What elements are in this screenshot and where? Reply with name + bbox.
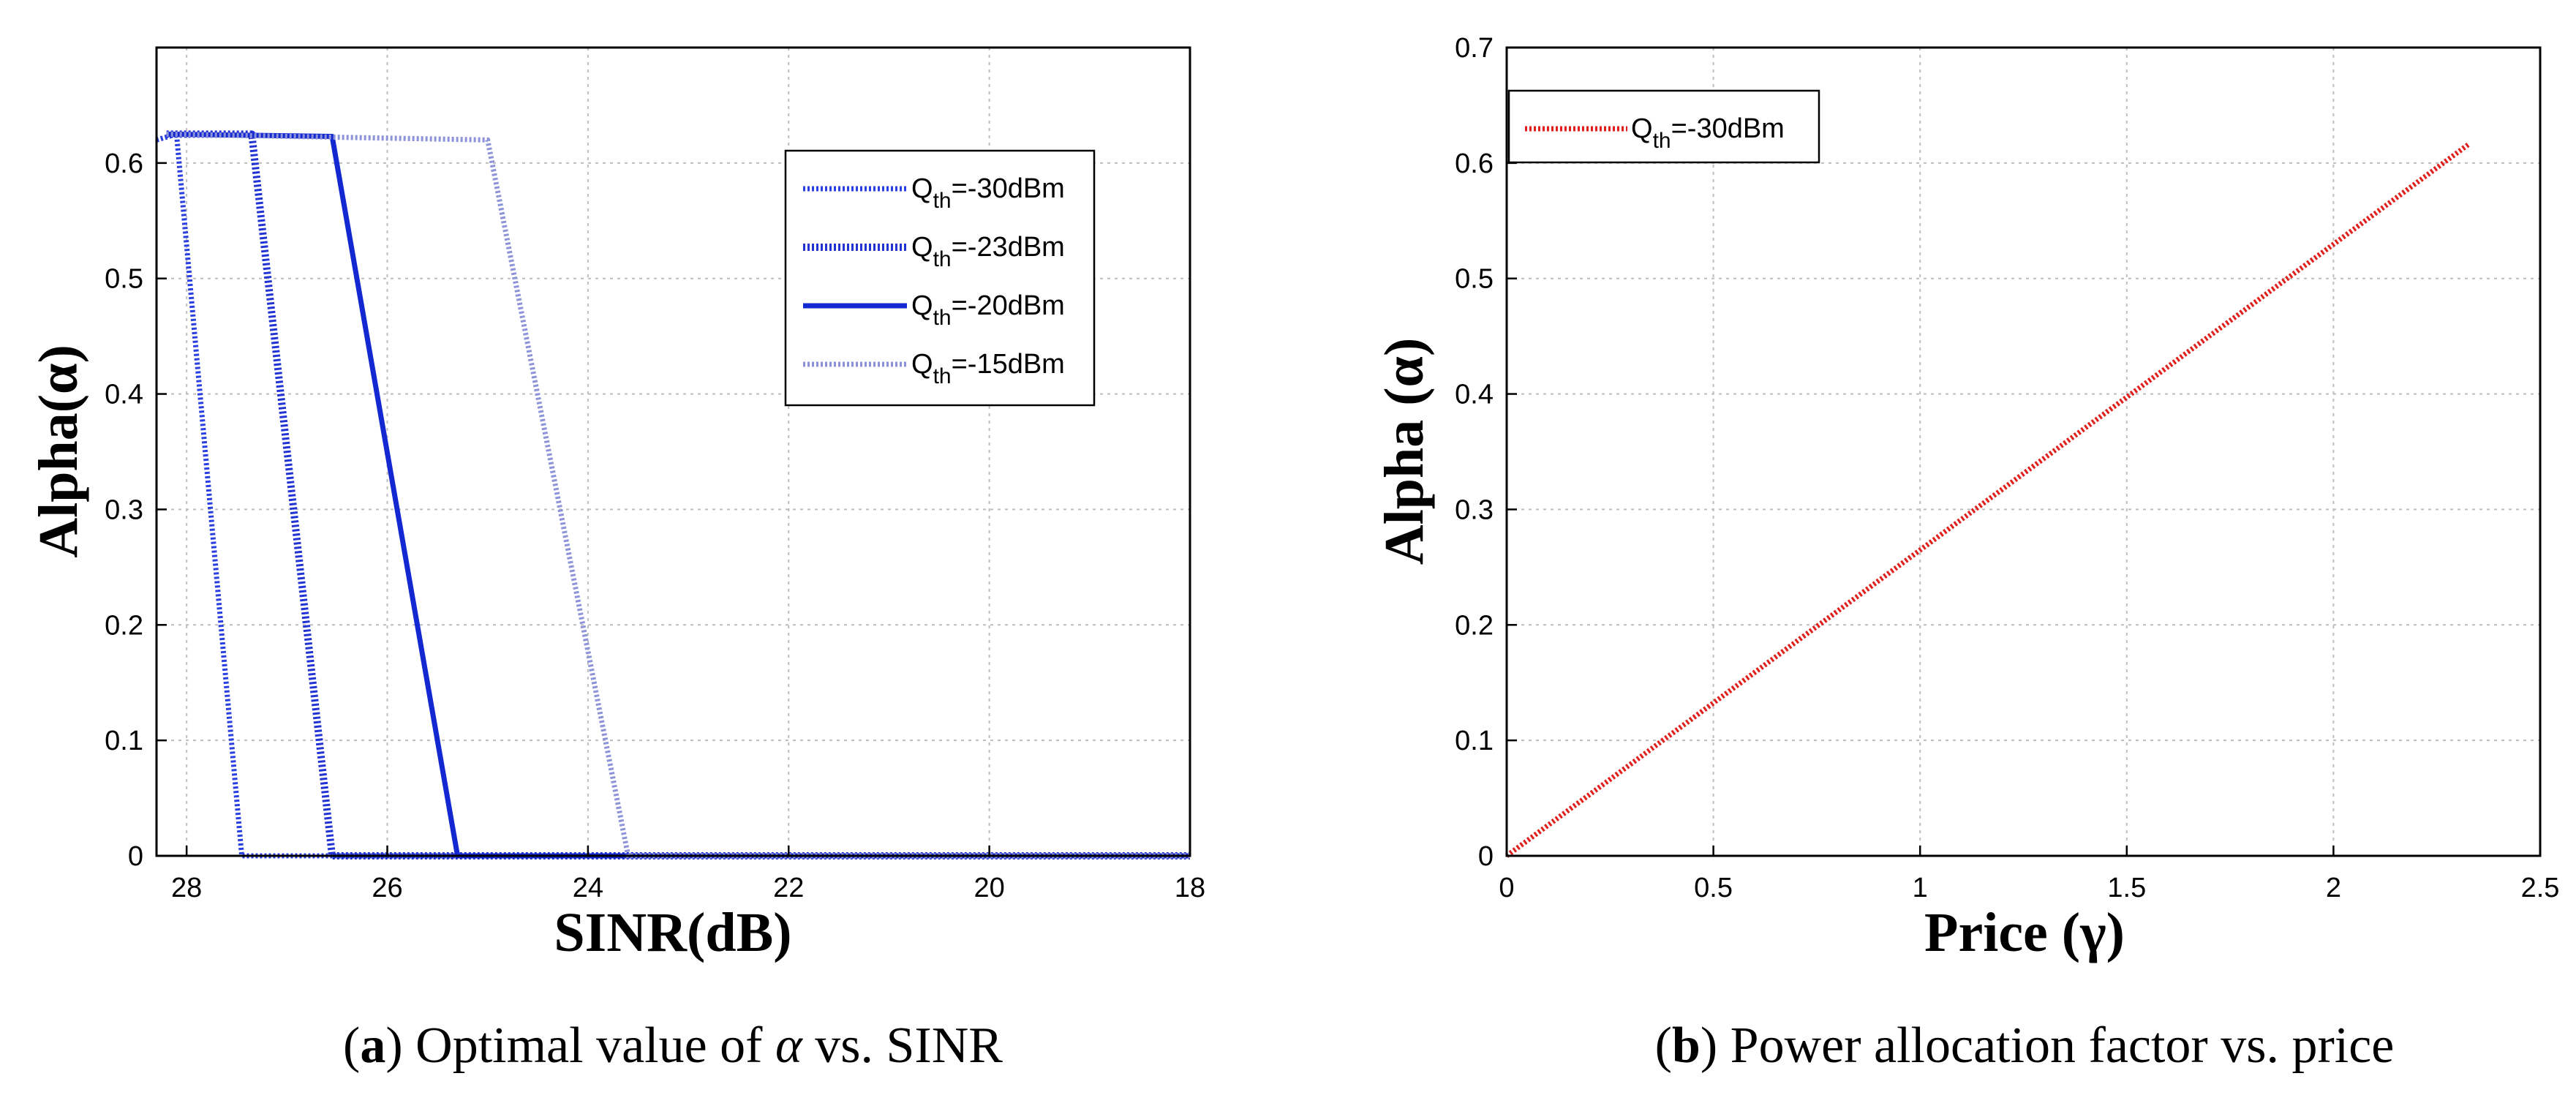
y-tick-label: 0.1	[105, 726, 143, 756]
legend-label-2: Qth=-23dBm	[911, 232, 1065, 271]
chart-b-grid	[1506, 47, 2541, 857]
x-tick-label: 22	[773, 873, 804, 903]
chart-a: 28 26 24 22 20 18 0 0.1 0.2 0.3 0.4 0.5 0.6 SINR(dB)…	[28, 46, 1205, 963]
y-tick-label: 0.5	[105, 264, 143, 295]
y-tick-label: 0	[128, 841, 143, 872]
chart-a-ticks: 28 26 24 22 20 18 0 0.1 0.2 0.3 0.4 0.5 0.6	[105, 148, 1205, 903]
chart-a-legend-box	[784, 149, 1096, 407]
y-tick-label: 0.2	[105, 610, 143, 641]
caption-a-after: vs. SINR	[802, 1017, 1003, 1074]
x-tick-label: 0	[1499, 873, 1514, 903]
x-tick-label: 1	[1913, 873, 1928, 903]
y-tick-label: 0.3	[105, 494, 143, 525]
caption-b-letter: b	[1672, 1017, 1701, 1074]
y-tick-label: 0.1	[1455, 726, 1494, 756]
chart-a-legend: Qth=-30dBm Qth=-23dBm Qth=-20dBm Qth=-15dBm	[784, 149, 1096, 407]
legend-label-4: Qth=-15dBm	[911, 349, 1065, 388]
y-tick-label: 0.2	[1455, 610, 1494, 641]
x-tick-label: 28	[171, 873, 202, 903]
chart-b-ylabel: Alpha (α)	[1374, 338, 1435, 565]
y-tick-label: 0.4	[1455, 380, 1494, 410]
caption-a-before: ) Optimal value of	[385, 1017, 775, 1074]
chart-b-lines	[1504, 141, 2471, 858]
caption-b: (b) Power allocation factor vs. price	[1655, 1017, 2395, 1074]
caption-a-symbol: α	[775, 1017, 803, 1074]
chart-a-ylabel: Alpha(α)	[28, 345, 89, 558]
y-tick-label: 0.3	[1455, 494, 1494, 525]
x-tick-label: 24	[573, 873, 603, 903]
chart-a-frame	[155, 46, 1191, 857]
x-tick-label: 20	[973, 873, 1004, 903]
x-tick-label: 2	[2326, 873, 2341, 903]
chart-b-ticks: 0 0.5 1 1.5 2 2.5 0 0.1 0.2 0.3 0.4 0.5 0.6 0.7	[1455, 33, 2559, 903]
y-tick-label: 0.4	[105, 380, 143, 410]
y-tick-label: 0	[1478, 841, 1494, 872]
caption-a: (a) Optimal value of α vs. SINR	[343, 1017, 1003, 1074]
series-line-2	[166, 130, 1190, 859]
chart-b-frame	[1505, 46, 2542, 857]
caption-b-before: ) Power allocation factor vs. price	[1701, 1017, 2395, 1074]
chart-b-legend: Qth=-30dBm	[1507, 89, 1820, 164]
legend-label-3: Qth=-20dBm	[911, 290, 1065, 330]
y-tick-label: 0.7	[1455, 33, 1494, 64]
caption-a-letter: a	[360, 1017, 385, 1074]
x-tick-label: 2.5	[2521, 873, 2560, 903]
legend-label-1: Qth=-30dBm	[911, 173, 1065, 213]
chart-b: 0 0.5 1 1.5 2 2.5 0 0.1 0.2 0.3 0.4 0.5 0.6 0.7 Price…	[1374, 33, 2559, 963]
legend-label-1: Qth=-30dBm	[1631, 113, 1785, 153]
series-line-1	[1504, 141, 2471, 858]
chart-a-xlabel: SINR(dB)	[554, 902, 791, 963]
x-tick-label: 0.5	[1694, 873, 1733, 903]
y-tick-label: 0.6	[1455, 148, 1494, 179]
x-tick-label: 18	[1175, 873, 1205, 903]
y-tick-label: 0.5	[1455, 264, 1494, 295]
x-tick-label: 26	[372, 873, 402, 903]
y-tick-label: 0.6	[105, 148, 143, 179]
x-tick-label: 1.5	[2107, 873, 2146, 903]
chart-b-xlabel: Price (γ)	[1924, 902, 2125, 963]
